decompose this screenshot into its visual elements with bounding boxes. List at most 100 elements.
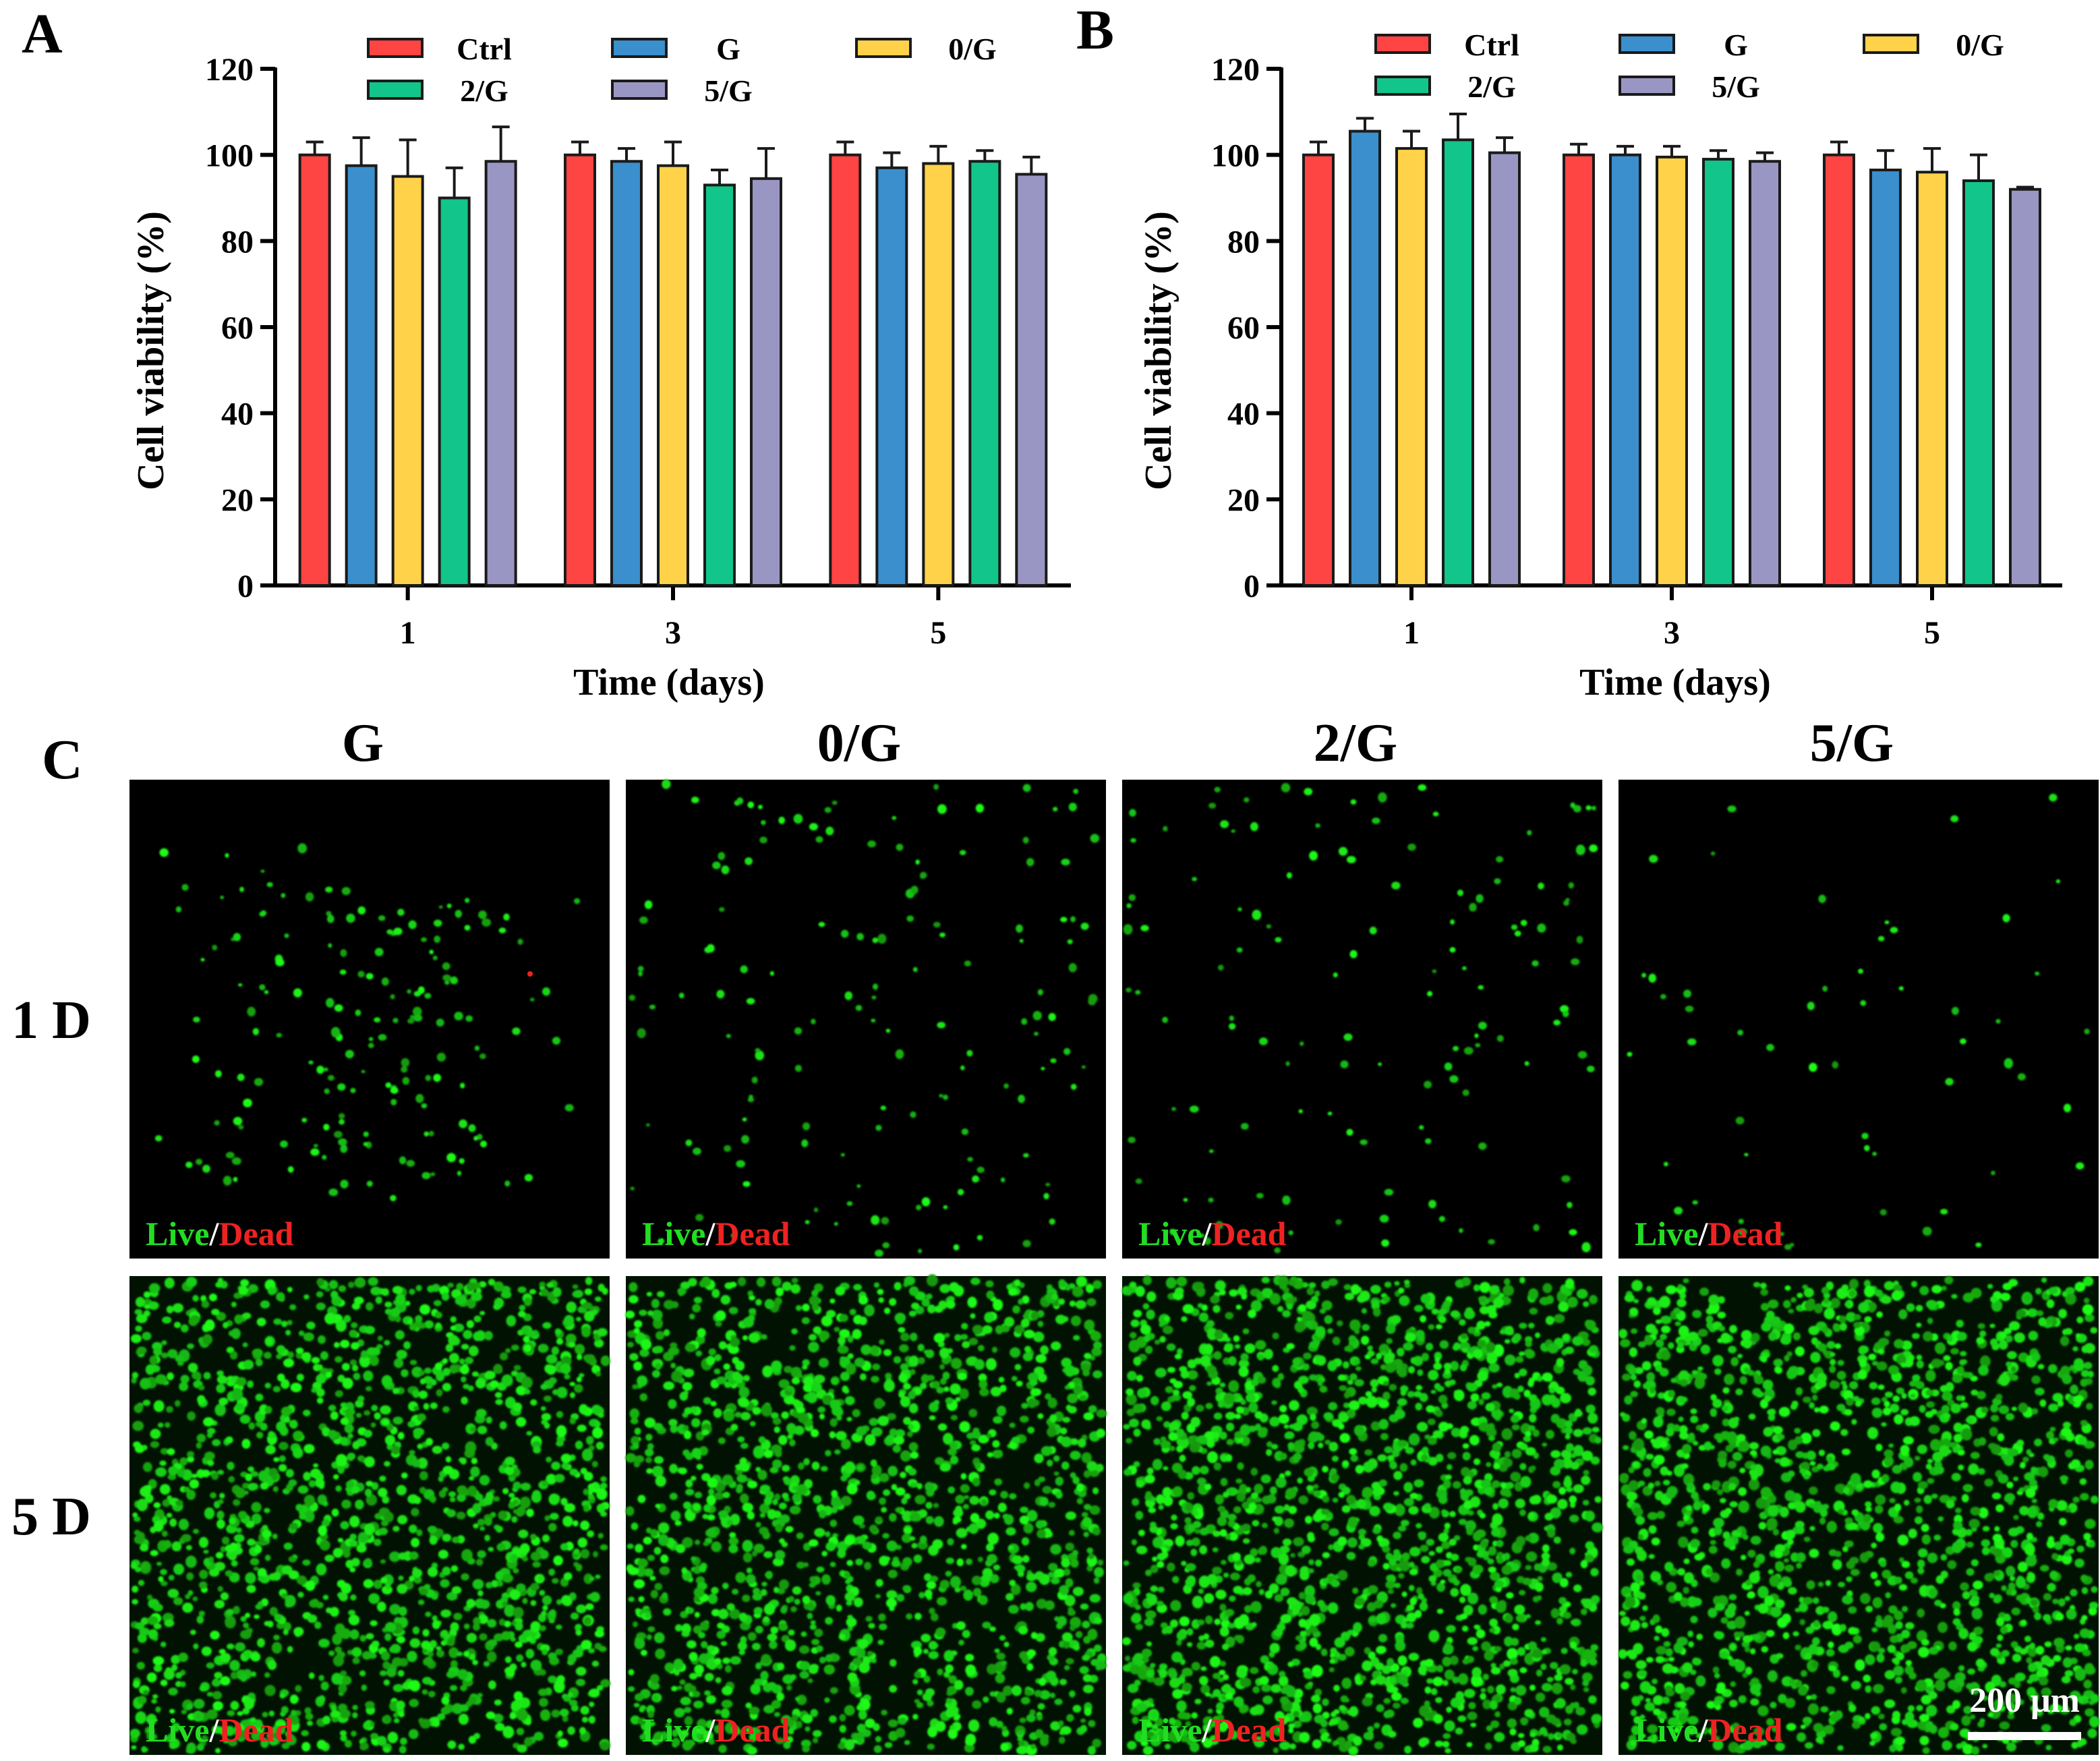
column-header-0-g: 0/G (817, 714, 901, 773)
row-header-1-d: 1 D (11, 991, 91, 1050)
chart-b-bar-ctrl-day-1 (1304, 155, 1333, 585)
dead-cell (527, 971, 533, 977)
chart-a-bar-5-g-day-5 (1016, 174, 1046, 585)
chart-b-legend-label-5-g: 5/G (1712, 69, 1760, 104)
chart-a-bar-2-g-day-3 (705, 185, 734, 585)
chart-a-x-tick-label: 3 (665, 615, 681, 651)
chart-b-bar-2-g-day-1 (1443, 140, 1473, 585)
panel-label-b: B (1076, 0, 1114, 61)
chart-a-legend-swatch-0-g (856, 39, 910, 57)
chart-a-legend-label-5-g: 5/G (704, 74, 753, 108)
chart-a-bar-0-g-day-1 (393, 177, 423, 585)
chart-a-y-tick-label: 100 (205, 138, 254, 174)
chart-b-bar-2-g-day-5 (1964, 181, 1993, 585)
chart-a-legend-swatch-ctrl (368, 39, 422, 57)
column-header-5-g: 5/G (1810, 714, 1894, 773)
micrograph-background (1618, 780, 2099, 1259)
live-dead-label: Live/Dead (146, 1215, 294, 1252)
live-dead-label: Live/Dead (1138, 1215, 1287, 1252)
chart-b-legend-swatch-0-g (1864, 35, 1918, 53)
chart-b-legend-swatch-2-g (1376, 77, 1430, 94)
chart-a-bar-ctrl-day-1 (300, 155, 330, 585)
chart-b-y-tick-label: 60 (1227, 310, 1260, 346)
chart-a-y-tick-label: 80 (221, 224, 254, 260)
column-header-2-g: 2/G (1314, 714, 1397, 773)
micrograph-5-d-0-g: Live/Dead (625, 1274, 1107, 1755)
live-dead-label: Live/Dead (1635, 1711, 1783, 1749)
chart-b-y-tick-label: 100 (1211, 138, 1260, 174)
chart-b-legend-swatch-ctrl (1376, 35, 1430, 53)
micrograph-row-headers: 1 D5 D (11, 991, 91, 1547)
micrograph-5-d-2-g: Live/Dead (1122, 1275, 1604, 1756)
chart-b-legend-swatch-5-g (1620, 77, 1674, 94)
chart-a-bar-g-day-5 (877, 168, 906, 585)
chart-b-bar-0-g-day-3 (1657, 157, 1687, 585)
chart-a-bar-5-g-day-1 (486, 161, 516, 585)
chart-a-y-tick-label: 40 (221, 397, 254, 432)
micrograph-column-headers: G 0/G 2/G 5/G (342, 714, 1894, 773)
chart-a-bar-g-day-1 (347, 166, 376, 585)
chart-a-legend-label-ctrl: Ctrl (457, 32, 512, 66)
chart-b-y-tick-label: 0 (1244, 569, 1260, 604)
chart-a-bar-2-g-day-5 (970, 161, 999, 585)
live-dead-label: Live/Dead (1138, 1711, 1287, 1749)
chart-b-bar-g-day-3 (1610, 155, 1640, 585)
chart-b-x-tick-label: 3 (1664, 615, 1680, 651)
live-dead-label: Live/Dead (146, 1711, 294, 1749)
chart-a-plot-area: 0 20 40 60 80 100 120 1 3 5 (205, 52, 1071, 651)
scale-bar (1968, 1732, 2081, 1740)
chart-b-y-tick-label: 20 (1227, 482, 1260, 518)
chart-b-legend-label-0-g: 0/G (1956, 28, 2004, 62)
chart-a-x-tick-label: 5 (930, 615, 946, 651)
live-dead-label: Live/Dead (642, 1215, 790, 1252)
live-dead-label: Live/Dead (1635, 1215, 1783, 1252)
chart-b-bar-2-g-day-3 (1703, 159, 1733, 585)
chart-a-legend-swatch-2-g (368, 81, 422, 98)
live-dead-label: Live/Dead (642, 1711, 790, 1749)
panel-label-c: C (42, 728, 83, 791)
chart-b-bar-5-g-day-3 (1750, 161, 1780, 585)
chart-a-y-axis-title: Cell viability (%) (130, 211, 172, 490)
chart-a-y-tick-label: 60 (221, 310, 254, 346)
micrograph-1-d-g: Live/Dead (129, 780, 610, 1259)
chart-b-bar-0-g-day-1 (1397, 148, 1426, 585)
chart-a-bar-0-g-day-5 (923, 163, 953, 585)
micrograph-grid: Live/Dead Live/Dead Live/Dead Live/Dead Live… (129, 779, 2099, 1756)
micrograph-background (1122, 780, 1602, 1259)
chart-b-x-axis-title: Time (days) (1579, 662, 1771, 703)
micrograph-5-d-g: Live/Dead (129, 1276, 610, 1755)
chart-a-x-tick-label: 1 (400, 615, 416, 651)
chart-a-bar-0-g-day-3 (658, 166, 688, 585)
chart-b-bar-g-day-1 (1350, 132, 1380, 585)
chart-b-y-tick-label: 40 (1227, 397, 1260, 432)
chart-a-bar-ctrl-day-5 (830, 155, 860, 585)
chart-b-legend-label-g: G (1724, 28, 1748, 62)
chart-b-legend-label-ctrl: Ctrl (1464, 28, 1519, 62)
chart-a-bar-5-g-day-3 (751, 179, 781, 585)
chart-b-legend-swatch-g (1620, 35, 1674, 53)
panel-label-a: A (22, 3, 63, 65)
micrograph-1-d-2-g: Live/Dead (1122, 780, 1602, 1259)
chart-a-bar-ctrl-day-3 (565, 155, 595, 585)
chart-a-y-tick-label: 20 (221, 482, 254, 518)
chart-b-x-tick-label: 5 (1924, 615, 1940, 651)
chart-b-y-axis-title: Cell viability (%) (1138, 211, 1179, 490)
chart-a-bar-g-day-3 (612, 161, 641, 585)
chart-b-bar-ctrl-day-5 (1824, 155, 1854, 585)
micrograph-background (626, 780, 1106, 1259)
scale-bar-label: 200 μm (1969, 1681, 2080, 1720)
micrograph-1-d-5-g: Live/Dead (1618, 780, 2099, 1259)
chart-a-y-tick-label: 0 (237, 569, 254, 604)
column-header-g: G (342, 714, 384, 773)
chart-b-bar-ctrl-day-3 (1564, 155, 1594, 585)
chart-a-legend-swatch-g (612, 39, 666, 57)
chart-a-y-tick-label: 120 (205, 52, 254, 88)
chart-b-bar-5-g-day-5 (2010, 190, 2040, 585)
chart-b-bar-0-g-day-5 (1917, 172, 1947, 585)
